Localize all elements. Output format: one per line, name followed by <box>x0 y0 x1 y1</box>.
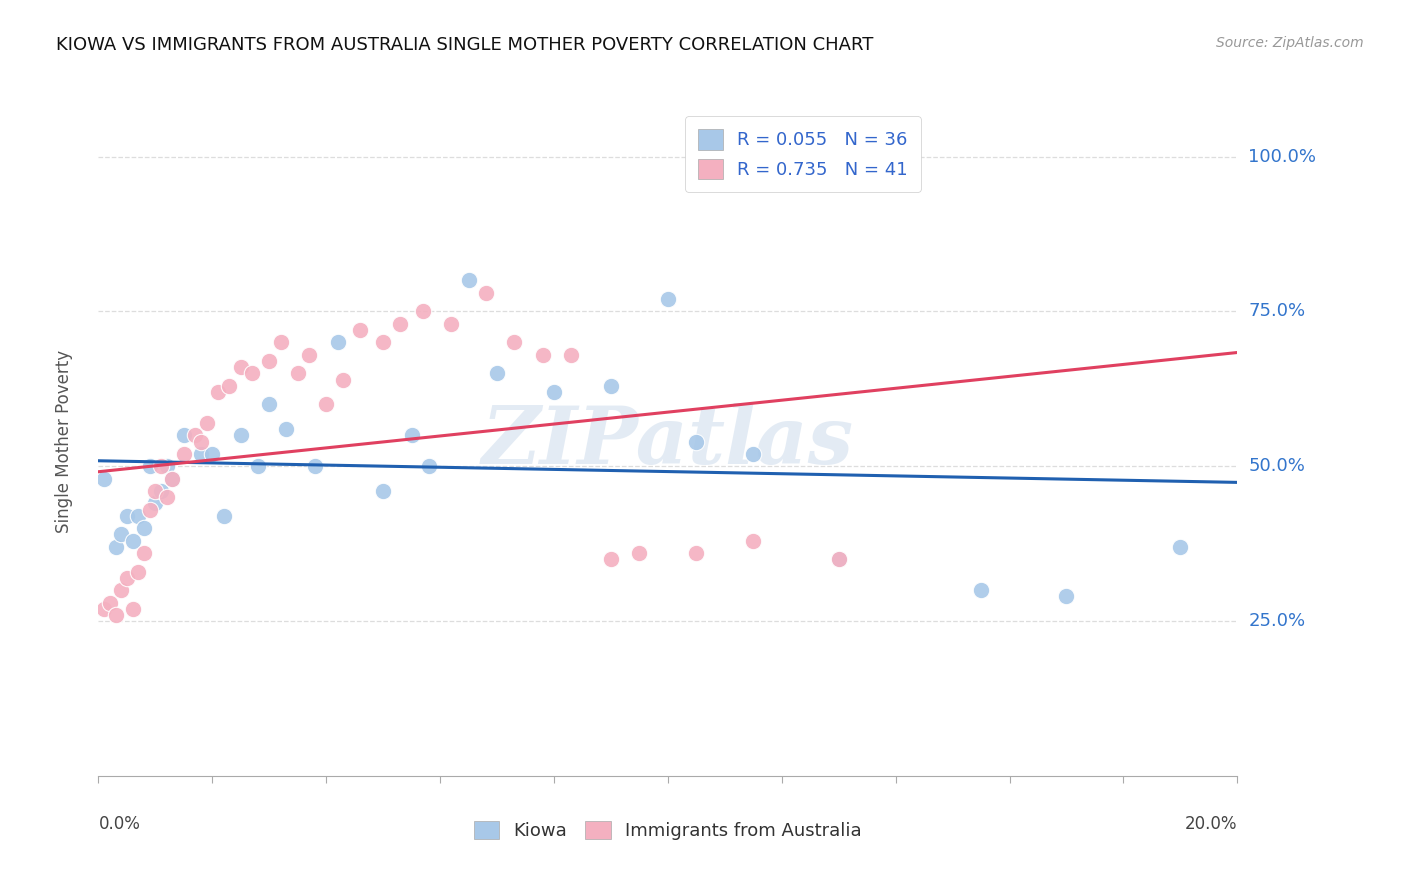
Point <box>600 379 623 393</box>
Text: 0.0%: 0.0% <box>98 815 141 833</box>
Text: 100.0%: 100.0% <box>1249 147 1316 166</box>
Point <box>246 459 269 474</box>
Point <box>418 459 440 474</box>
Point <box>162 472 184 486</box>
Point <box>412 304 434 318</box>
Point <box>121 533 143 548</box>
Point <box>270 335 292 350</box>
Point <box>150 459 173 474</box>
Point <box>628 546 651 560</box>
Point <box>1056 590 1078 604</box>
Point <box>276 422 298 436</box>
Point <box>229 360 252 375</box>
Point <box>156 459 179 474</box>
Text: ZIPatlas: ZIPatlas <box>482 403 853 480</box>
Point <box>304 459 326 474</box>
Point <box>389 317 412 331</box>
Point <box>93 472 115 486</box>
Point <box>150 484 173 499</box>
Point <box>486 367 509 381</box>
Point <box>207 384 229 399</box>
Point <box>401 428 423 442</box>
Point <box>685 546 707 560</box>
Text: Source: ZipAtlas.com: Source: ZipAtlas.com <box>1216 36 1364 50</box>
Point <box>315 397 337 411</box>
Point <box>332 373 354 387</box>
Point <box>349 323 371 337</box>
Point <box>229 428 252 442</box>
Point <box>259 354 281 368</box>
Point <box>138 502 160 516</box>
Point <box>503 335 526 350</box>
Point <box>190 447 212 461</box>
Point <box>98 596 121 610</box>
Point <box>326 335 349 350</box>
Point <box>970 583 993 598</box>
Point <box>742 447 765 461</box>
Point <box>195 416 218 430</box>
Point <box>145 496 167 510</box>
Text: 50.0%: 50.0% <box>1249 458 1305 475</box>
Point <box>440 317 463 331</box>
Point <box>742 533 765 548</box>
Point <box>685 434 707 449</box>
Point <box>259 397 281 411</box>
Point <box>457 273 479 287</box>
Point <box>190 434 212 449</box>
Point <box>115 571 138 585</box>
Point <box>543 384 565 399</box>
Point <box>110 583 132 598</box>
Point <box>240 367 263 381</box>
Point <box>201 447 224 461</box>
Legend: Kiowa, Immigrants from Australia: Kiowa, Immigrants from Australia <box>467 814 869 847</box>
Point <box>287 367 309 381</box>
Point <box>828 552 851 566</box>
Point <box>373 484 395 499</box>
Point <box>657 292 679 306</box>
Point <box>173 428 195 442</box>
Y-axis label: Single Mother Poverty: Single Mother Poverty <box>55 350 73 533</box>
Point <box>115 508 138 523</box>
Point <box>127 508 149 523</box>
Point <box>127 565 149 579</box>
Point <box>298 348 321 362</box>
Point <box>828 552 851 566</box>
Text: 75.0%: 75.0% <box>1249 302 1306 320</box>
Point <box>104 540 127 554</box>
Point <box>173 447 195 461</box>
Point <box>121 602 143 616</box>
Point <box>600 552 623 566</box>
Point <box>531 348 554 362</box>
Text: 25.0%: 25.0% <box>1249 612 1306 630</box>
Point <box>132 521 155 535</box>
Point <box>373 335 395 350</box>
Point <box>110 527 132 541</box>
Point <box>212 508 235 523</box>
Point <box>145 484 167 499</box>
Point <box>156 491 179 505</box>
Point <box>184 428 207 442</box>
Point <box>162 472 184 486</box>
Text: KIOWA VS IMMIGRANTS FROM AUSTRALIA SINGLE MOTHER POVERTY CORRELATION CHART: KIOWA VS IMMIGRANTS FROM AUSTRALIA SINGL… <box>56 36 873 54</box>
Point <box>474 285 496 300</box>
Point <box>560 348 582 362</box>
Point <box>104 607 127 622</box>
Point <box>1170 540 1192 554</box>
Point <box>132 546 155 560</box>
Text: 20.0%: 20.0% <box>1185 815 1237 833</box>
Point <box>138 459 160 474</box>
Point <box>93 602 115 616</box>
Point <box>218 379 240 393</box>
